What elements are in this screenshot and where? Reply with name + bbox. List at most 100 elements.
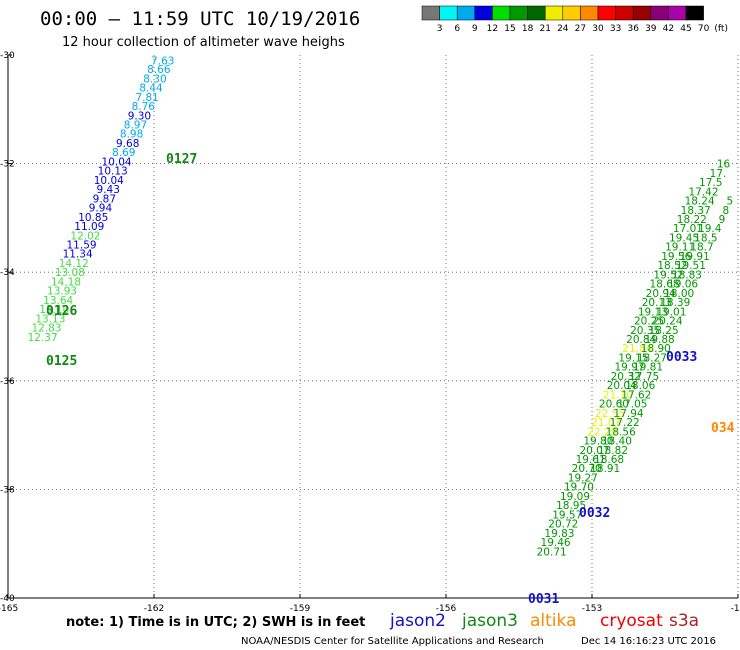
- y-tick-label: -34: [0, 268, 15, 278]
- colorbar-label: 9: [472, 24, 478, 34]
- colorbar-label: 6: [454, 24, 460, 34]
- wave-height-label: 19.15: [618, 352, 648, 364]
- wave-height-label: 19.80: [583, 436, 613, 448]
- wave-height-label: 18.40: [602, 436, 632, 448]
- wave-height-label: 10.04: [94, 175, 124, 187]
- colorbar-swatch: [509, 5, 528, 21]
- wave-height-label: 19.52: [653, 269, 683, 281]
- colorbar-label: 24: [557, 24, 569, 34]
- wave-height-label: 9.68: [116, 138, 139, 150]
- colorbar-swatch: [492, 5, 511, 21]
- wave-height-label: 19.06: [668, 279, 698, 291]
- wave-height-label: 18.06: [625, 380, 655, 392]
- legend-s3a: s3a: [669, 611, 699, 631]
- x-tick-label: -162: [144, 604, 164, 614]
- colorbar-swatch: [456, 5, 476, 21]
- colorbar-swatch: [562, 5, 581, 21]
- colorbar-label: 30: [592, 24, 604, 34]
- wave-height-label: 20.72: [548, 519, 578, 531]
- wave-height-label: 18.68: [594, 454, 624, 466]
- wave-height-label: 19.81: [633, 362, 663, 374]
- wave-height-label: 17.75: [629, 371, 659, 383]
- wave-height-label: 18.90: [641, 343, 671, 355]
- wave-height-label: 19.01: [656, 306, 686, 318]
- x-tick-label: -159: [290, 604, 311, 614]
- colorbar-swatch: [650, 5, 669, 21]
- wave-height-label: 19.46: [541, 537, 571, 549]
- colorbar-label: 15: [504, 24, 515, 34]
- legend-jason2: jason2: [389, 611, 446, 631]
- wave-height-label: 19.09: [560, 491, 590, 503]
- wave-height-label: 19.57: [552, 509, 582, 521]
- wave-height-label: 17.42: [688, 186, 718, 198]
- x-tick-label: -165: [0, 604, 18, 614]
- wave-height-label: 12.02: [70, 230, 100, 242]
- wave-height-label: 19.11: [665, 242, 695, 254]
- wave-height-label: 8.30: [143, 73, 166, 85]
- wave-height-label: 21.07: [591, 417, 621, 429]
- wave-height-label: 13.13: [35, 313, 65, 325]
- wave-height-label: 19.4: [698, 223, 722, 235]
- pass-time-label: 034: [711, 421, 735, 436]
- wave-height-label: 20.13: [642, 297, 672, 309]
- wave-height-label: 9.87: [93, 193, 116, 205]
- wave-height-label: 12.37: [28, 332, 58, 344]
- wave-height-label: 18.83: [672, 269, 702, 281]
- pass-time-label: 0127: [166, 152, 197, 167]
- footer-note: note: 1) Time is in UTC; 2) SWH is in fe…: [66, 615, 365, 630]
- pass-time-label: 0126: [46, 304, 77, 319]
- legend-cryosat: cryosat: [600, 611, 663, 631]
- wave-height-label: 20.32: [611, 371, 641, 383]
- wave-height-label: 12.83: [31, 323, 61, 335]
- wave-height-label: 19.13: [638, 306, 668, 318]
- y-tick-label: -40: [0, 594, 15, 604]
- wave-height-label: 19.91: [680, 251, 710, 263]
- colorbar-swatch: [544, 5, 564, 21]
- wave-height-label: 11.34: [63, 249, 93, 261]
- wave-height-label: 10.85: [78, 212, 108, 224]
- wave-height-label: 8.76: [132, 101, 156, 113]
- colorbar-label: 45: [680, 24, 691, 34]
- colorbar-swatch: [597, 5, 616, 21]
- wave-height-label: 20.71: [537, 546, 567, 558]
- y-tick-label: -32: [0, 160, 15, 170]
- wave-height-label: 19.56: [661, 251, 691, 263]
- wave-height-label: 9: [719, 214, 726, 226]
- chart-subtitle: 12 hour collection of altimeter wave hei…: [62, 35, 345, 50]
- wave-height-points: 7.638.668.308.447.818.769.308.978.989.68…: [28, 55, 734, 558]
- wave-height-label: 18.00: [664, 288, 694, 300]
- wave-height-label: 8.66: [147, 64, 171, 76]
- legend-altika: altika: [530, 611, 577, 631]
- wave-height-label: 21.10: [603, 389, 633, 401]
- wave-height-label: 18.68: [650, 279, 680, 291]
- wave-height-label: 18.7: [690, 242, 713, 254]
- chart-title: 00:00 – 11:59 UTC 10/19/2016: [40, 8, 360, 30]
- wave-height-label: 14.12: [59, 258, 89, 270]
- wave-height-label: 18.22: [677, 214, 707, 226]
- wave-height-label: 19.70: [564, 482, 594, 494]
- axis-ticks: -165 -162 -159 -156 -153 -15 -30 -32 -34 -36 -38 -4…: [0, 51, 740, 614]
- wave-height-label: 14.18: [51, 276, 81, 288]
- footer-credit: NOAA/NESDIS Center for Satellite Applica…: [241, 636, 544, 647]
- colorbar-label: 42: [663, 24, 674, 34]
- wave-height-label: 18.39: [660, 297, 690, 309]
- pass-time-label: 0125: [46, 354, 77, 369]
- satellite-legend: jason2 jason3 altika cryosat s3a: [389, 611, 699, 631]
- x-tick-label: -153: [582, 604, 602, 614]
- y-tick-label: -36: [0, 377, 15, 387]
- colorbar-label: 3: [437, 24, 443, 34]
- colorbar-swatch: [580, 5, 599, 21]
- wave-height-label: 20.04: [607, 380, 637, 392]
- wave-height-label: 18.24: [685, 196, 715, 208]
- footer-timestamp: Dec 14 16:16:23 UTC 2016: [581, 636, 716, 647]
- colorbar-label: (ft): [714, 24, 728, 34]
- legend-jason3: jason3: [461, 611, 518, 631]
- wave-height-label: 18.5: [694, 232, 717, 244]
- wave-height-label: 17.5: [699, 177, 722, 189]
- wave-height-label: 9.43: [97, 184, 120, 196]
- wave-height-label: 10.04: [102, 156, 132, 168]
- wave-height-label: 20.24: [652, 316, 682, 328]
- wave-height-label: 20.25: [634, 316, 664, 328]
- wave-height-label: 18.52: [657, 260, 687, 272]
